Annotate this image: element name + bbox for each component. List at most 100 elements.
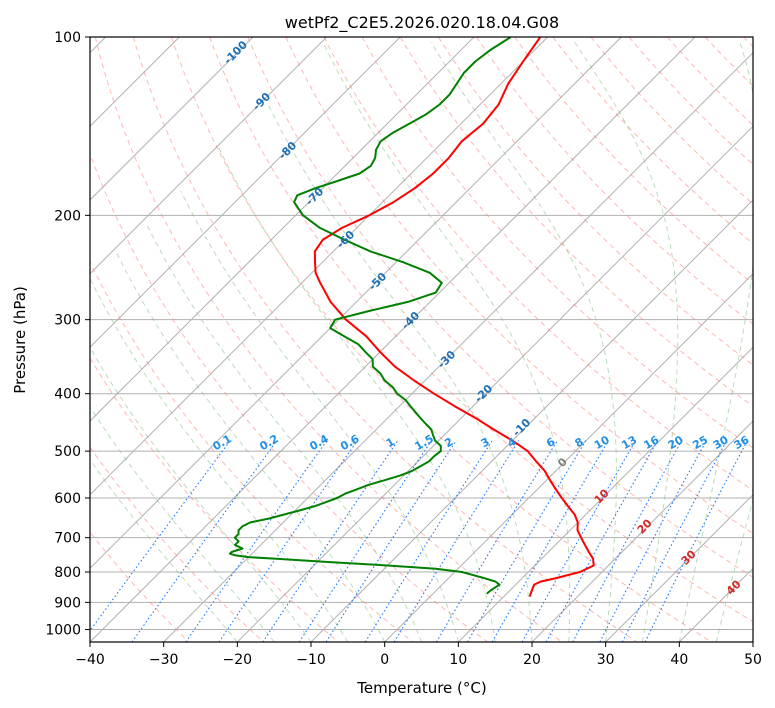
mixing-ratio-line — [325, 440, 457, 642]
x-tick-label: 20 — [523, 652, 541, 668]
temperature-line — [313, 37, 595, 597]
y-tick-label: 700 — [54, 531, 81, 547]
mixing-ratio-line — [467, 440, 587, 642]
dry-adiabat-line — [90, 531, 190, 642]
dry-adiabat-line — [209, 37, 753, 623]
isotherm-line — [236, 125, 753, 642]
isotherm-line — [90, 37, 401, 349]
dry-adiabat-line — [704, 37, 753, 87]
isotherm-label: -10 — [510, 416, 533, 439]
moist-adiabat-line — [180, 190, 459, 642]
y-tick-label: 300 — [54, 313, 81, 329]
dry-adiabat-line — [666, 37, 753, 126]
dry-adiabat-line — [171, 37, 712, 642]
x-tick-label: −20 — [223, 652, 253, 668]
mixing-ratio-label: 36 — [732, 433, 752, 452]
x-tick-label: −30 — [149, 652, 179, 668]
y-tick-label: 800 — [54, 565, 81, 581]
moist-adiabat-line — [90, 405, 275, 642]
isotherm-line — [90, 37, 254, 201]
mixing-ratio-line — [545, 440, 659, 642]
isotherm-line — [531, 420, 753, 642]
isotherm-label: -100 — [221, 38, 250, 67]
isotherm-line — [310, 199, 753, 642]
isotherm-line — [90, 37, 622, 570]
dry-adiabat-line — [399, 37, 753, 407]
mixing-ratio-label: 25 — [690, 433, 710, 452]
moist-adiabat-line — [90, 458, 238, 642]
isotherm-label: -80 — [276, 139, 299, 162]
dewpoint-line — [228, 37, 512, 595]
mixing-ratio-line — [185, 440, 328, 642]
mixing-ratio-line — [298, 440, 432, 642]
mixing-ratio-label: 6 — [544, 435, 557, 450]
dry-adiabat-line — [247, 37, 753, 578]
dry-adiabat-line — [590, 37, 753, 205]
mixing-ratio-label: 2 — [442, 435, 455, 450]
x-tick-label: −10 — [296, 652, 326, 668]
y-axis-title: Pressure (hPa) — [11, 286, 29, 394]
x-tick-label: 10 — [449, 652, 467, 668]
dry-adiabat-line — [90, 260, 414, 642]
profile-lines — [228, 37, 595, 597]
dry-adiabat-line — [361, 37, 753, 449]
x-tick-label: 40 — [670, 652, 688, 668]
isotherm-line — [90, 37, 475, 422]
x-axis: −40 −30 −20 −10 0 10 20 30 40 50 — [75, 642, 762, 668]
mixing-ratio-label: 0.4 — [307, 432, 331, 453]
dry-adiabat-line — [514, 37, 753, 285]
dry-adiabat-line — [476, 37, 753, 325]
mixing-ratio-line — [90, 440, 231, 632]
mixing-ratio-line — [521, 440, 637, 642]
isotherm-line — [90, 37, 549, 496]
moist-adiabat-line — [715, 498, 753, 642]
moist-adiabat-line — [322, 41, 571, 642]
moist-adiabat-line — [574, 41, 679, 642]
dry-adiabat-line — [743, 37, 753, 48]
wetbulb-label: 30 — [679, 547, 699, 567]
dry-adiabat-line — [628, 37, 753, 166]
plot-frame — [89, 36, 754, 643]
mixing-ratio-label: 20 — [666, 433, 686, 452]
mixing-ratio-label: 1 — [384, 435, 397, 450]
wetbulb-label: 10 — [592, 486, 612, 506]
moist-adiabat-line — [218, 147, 496, 642]
mixing-ratio-label: 0.2 — [257, 432, 280, 453]
mixing-ratio-line — [621, 440, 728, 642]
isotherm-line — [605, 493, 753, 642]
moist-adiabat-line — [145, 222, 422, 642]
isotherm-label: 0 — [555, 455, 570, 470]
mixing-ratio-label: 0.1 — [210, 432, 233, 453]
moist-adiabat-line — [430, 41, 617, 642]
x-tick-label: 0 — [380, 652, 389, 668]
moist-adiabat-line — [90, 346, 312, 642]
chart-title: wetPf2_C2E5.2026.020.18.04.G08 — [285, 13, 559, 33]
mixing-ratio-label: 30 — [711, 433, 731, 452]
mixing-ratio-label: 13 — [619, 433, 639, 452]
isotherm-line — [752, 641, 753, 642]
x-tick-label: 50 — [744, 652, 762, 668]
y-tick-label: 500 — [54, 444, 81, 460]
dry-adiabat-line — [90, 356, 339, 642]
x-tick-label: −40 — [75, 652, 105, 668]
moist-adiabat-line — [115, 251, 386, 642]
y-tick-label: 600 — [54, 491, 81, 507]
y-tick-label: 1000 — [45, 622, 81, 638]
background-lines — [90, 37, 753, 642]
mixing-ratio-line — [435, 440, 558, 642]
moist-adiabat-line — [90, 277, 349, 642]
mixing-ratio-line — [393, 440, 520, 642]
y-tick-label: 900 — [54, 595, 81, 611]
mixing-ratio-line — [131, 440, 278, 642]
mixing-ratio-line — [491, 440, 609, 642]
dry-adiabat-line — [437, 37, 753, 366]
mixing-ratio-line — [599, 440, 707, 642]
isotherm-line — [163, 51, 753, 642]
x-tick-label: 30 — [597, 652, 615, 668]
y-axis: 100 200 300 400 500 600 700 800 900 1000 — [45, 30, 90, 638]
y-tick-label: 200 — [54, 208, 81, 224]
isotherm-line — [90, 37, 328, 275]
mixing-ratio-line — [572, 440, 683, 642]
isotherm-label: -20 — [472, 382, 495, 405]
